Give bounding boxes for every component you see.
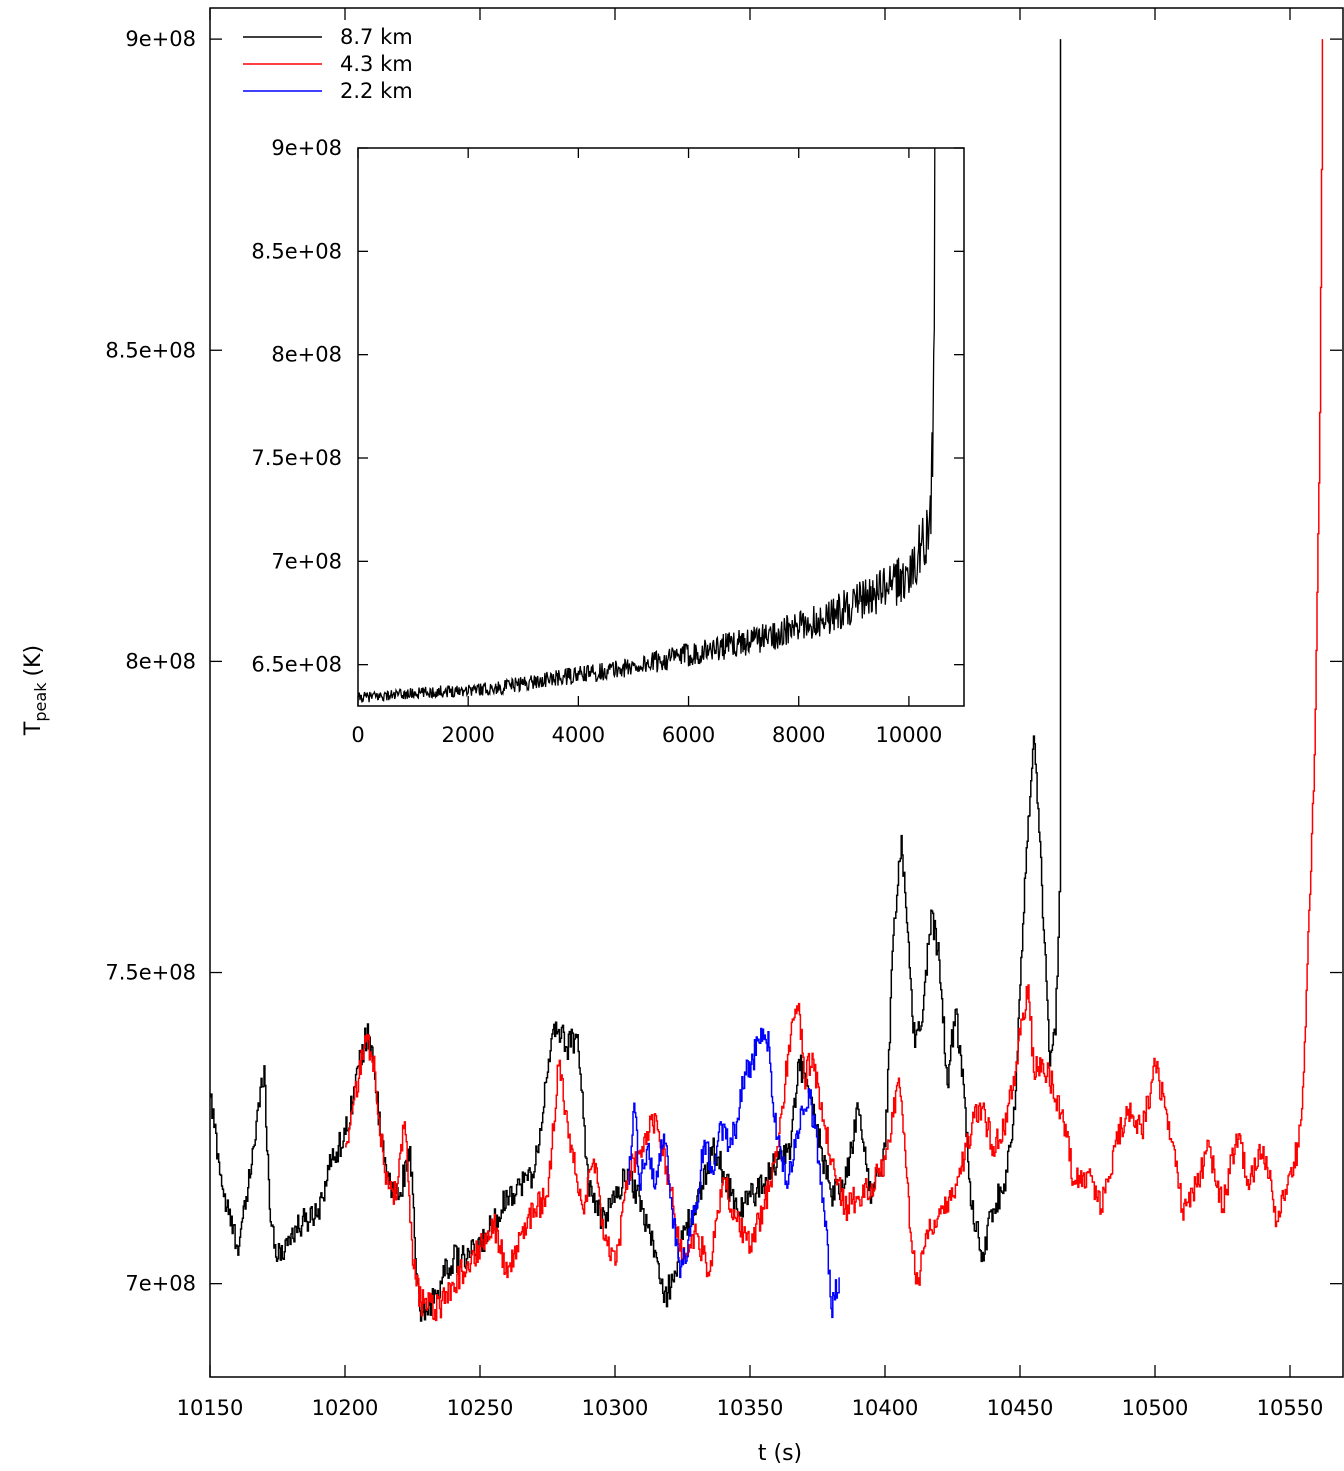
x-tick-label-10300: 10300 [582,1396,649,1420]
main-series-group [210,39,1324,1322]
y-axis-label-subscript: peak [31,682,50,722]
legend: 8.7 km 4.3 km 2.2 km [243,25,413,103]
x-tick-label-10500: 10500 [1122,1396,1189,1420]
x-tick-label-10450: 10450 [987,1396,1054,1420]
series-line-4-3-km [345,39,1324,1322]
inset-y-tick-label-850000000: 8.5e+08 [251,239,342,263]
inset-y-tick-label-750000000: 7.5e+08 [251,446,342,470]
y-tick-label-700000000: 7e+08 [125,1272,196,1296]
y-tick-label-850000000: 8.5e+08 [105,338,196,362]
inset-x-tick-label-10000: 10000 [876,723,943,747]
inset-y-tick-label-650000000: 6.5e+08 [251,653,342,677]
legend-label-2: 2.2 km [340,79,413,103]
inset-series-line [358,148,936,703]
y-axis-label-main: T [21,721,46,736]
inset-x-tick-label-2000: 2000 [441,723,494,747]
x-tick-label-10350: 10350 [717,1396,784,1420]
x-tick-label-10200: 10200 [312,1396,379,1420]
y-tick-label-750000000: 7.5e+08 [105,961,196,985]
y-axis-label: Tpeak (K) [21,645,50,736]
inset-x-tick-label-0: 0 [351,723,364,747]
inset-plot-frame [357,147,965,707]
inset-plot: 0 2000 4000 6000 8000 10000 6.5e+08 7e+08 7.5e+0… [251,136,965,747]
inset-y-tick-label-700000000: 7e+08 [271,549,342,573]
inset-x-tick-label-4000: 4000 [552,723,605,747]
y-tick-label-800000000: 8e+08 [125,649,196,673]
y-axis-label-unit: (K) [21,645,46,677]
axis-titles: t (s) Tpeak (K) [21,645,802,1466]
x-axis-label: t (s) [758,1441,802,1466]
y-tick-label-900000000: 9e+08 [125,27,196,51]
x-tick-label-10250: 10250 [447,1396,514,1420]
x-tick-label-10150: 10150 [177,1396,244,1420]
main-plot: 10150 10200 10250 10300 10350 10400 10450 10500… [105,7,1344,1420]
inset-y-tick-label-800000000: 8e+08 [271,343,342,367]
series-line-2-2-km [628,1027,840,1319]
inset-x-tick-label-8000: 8000 [772,723,825,747]
inset-y-tick-label-900000000: 9e+08 [271,136,342,160]
x-tick-label-10400: 10400 [852,1396,919,1420]
main-plot-frame [209,7,1344,1378]
legend-label-1: 4.3 km [340,52,413,76]
legend-label-0: 8.7 km [340,25,413,49]
inset-x-tick-label-6000: 6000 [662,723,715,747]
x-tick-label-10550: 10550 [1257,1396,1324,1420]
